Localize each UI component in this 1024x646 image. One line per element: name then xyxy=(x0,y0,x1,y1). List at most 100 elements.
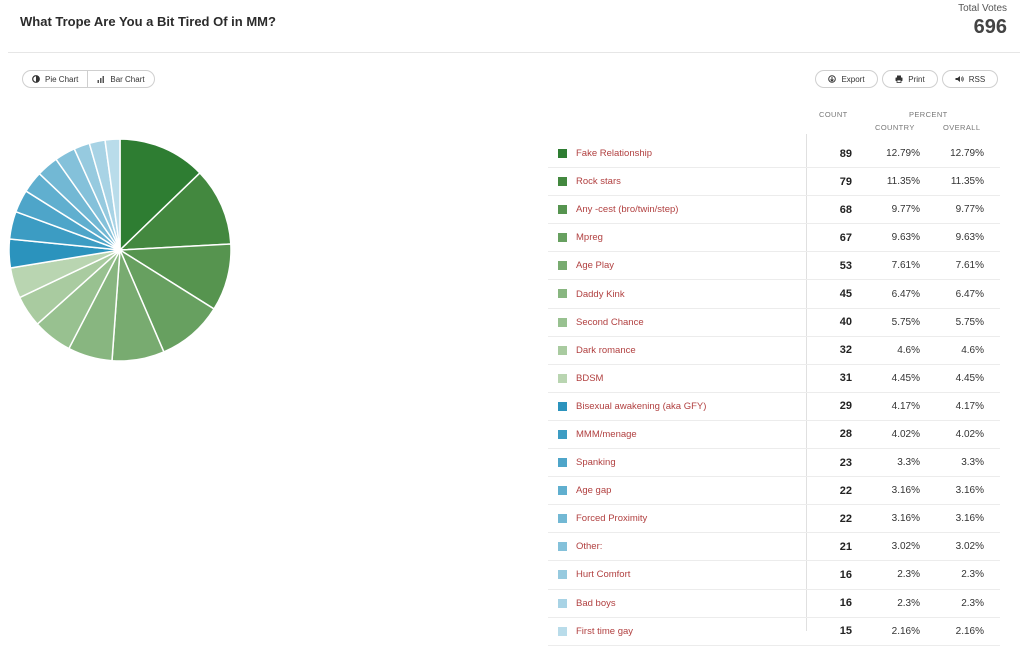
row-overall-percent: 12.79% xyxy=(950,148,984,160)
export-button[interactable]: Export xyxy=(815,70,878,88)
row-overall-percent: 4.45% xyxy=(955,372,984,384)
row-label: Other: xyxy=(576,541,603,553)
row-country-percent: 4.02% xyxy=(891,428,920,440)
row-country-percent: 4.45% xyxy=(891,372,920,384)
legend-swatch xyxy=(558,429,567,439)
legend-swatch xyxy=(558,514,567,524)
row-country-percent: 3.16% xyxy=(891,485,920,497)
table-row[interactable]: Bisexual awakening (aka GFY) 29 4.17% 4.17% xyxy=(548,393,1000,421)
row-country-percent: 3.02% xyxy=(891,541,920,553)
pie-slice[interactable] xyxy=(104,138,121,251)
row-count: 23 xyxy=(839,456,852,469)
rss-button[interactable]: RSS xyxy=(942,70,998,88)
legend-swatch xyxy=(558,598,567,608)
print-button[interactable]: Print xyxy=(882,70,938,88)
row-count: 22 xyxy=(839,512,852,525)
row-country-percent: 12.79% xyxy=(886,148,920,160)
table-row[interactable]: Mpreg 67 9.63% 9.63% xyxy=(548,224,1000,253)
table-row[interactable]: Age Play 53 7.61% 7.61% xyxy=(548,252,1000,281)
row-count: 28 xyxy=(839,428,852,441)
bar-chart-tab-label: Bar Chart xyxy=(110,74,145,84)
row-count: 53 xyxy=(839,259,852,272)
row-overall-percent: 2.3% xyxy=(961,569,984,581)
row-overall-percent: 9.77% xyxy=(955,204,984,216)
row-label: Bad boys xyxy=(576,597,616,609)
legend-swatch xyxy=(558,261,567,271)
percent-column-header: PERCENT xyxy=(909,110,948,119)
row-count: 40 xyxy=(839,316,852,329)
table-row[interactable]: MMM/menage 28 4.02% 4.02% xyxy=(548,421,1000,450)
row-label: MMM/menage xyxy=(576,428,637,440)
row-label: Bisexual awakening (aka GFY) xyxy=(576,400,707,412)
export-icon xyxy=(828,75,837,83)
row-label: Hurt Comfort xyxy=(576,569,631,581)
row-count: 79 xyxy=(839,175,852,188)
table-row[interactable]: Fake Relationship 89 12.79% 12.79% xyxy=(548,140,1000,169)
table-row[interactable]: First time gay 15 2.16% 2.16% xyxy=(548,618,1000,646)
print-button-label: Print xyxy=(908,74,925,84)
overall-column-header: OVERALL xyxy=(943,123,981,132)
row-label: Fake Relationship xyxy=(576,148,653,160)
rss-button-label: RSS xyxy=(968,74,986,84)
printer-icon xyxy=(895,75,903,83)
row-country-percent: 4.17% xyxy=(891,400,920,412)
row-country-percent: 7.61% xyxy=(891,260,920,272)
row-country-percent: 3.16% xyxy=(891,513,920,525)
row-country-percent: 5.75% xyxy=(891,316,920,328)
export-button-label: Export xyxy=(841,74,865,84)
legend-swatch xyxy=(558,458,567,468)
row-overall-percent: 3.16% xyxy=(955,485,984,497)
legend-swatch xyxy=(558,177,567,187)
legend-swatch xyxy=(558,345,567,355)
row-label: Spanking xyxy=(576,457,616,469)
row-count: 29 xyxy=(839,400,852,413)
row-label: Any -cest (bro/twin/step) xyxy=(576,204,679,216)
bar-chart-icon xyxy=(97,76,105,83)
legend-swatch xyxy=(558,289,567,299)
poll-title: What Trope Are You a Bit Tired Of in MM? xyxy=(20,14,276,29)
row-country-percent: 2.3% xyxy=(897,597,920,609)
count-column-header: COUNT xyxy=(819,110,848,119)
table-row[interactable]: Hurt Comfort 16 2.3% 2.3% xyxy=(548,561,1000,590)
count-column-divider xyxy=(806,134,807,631)
table-row[interactable]: BDSM 31 4.45% 4.45% xyxy=(548,365,1000,393)
row-label: Forced Proximity xyxy=(576,513,648,525)
chart-view-toggle: Pie Chart Bar Chart xyxy=(22,70,155,88)
table-row[interactable]: Age gap 22 3.16% 3.16% xyxy=(548,477,1000,506)
table-row[interactable]: Rock stars 79 11.35% 11.35% xyxy=(548,168,1000,197)
table-row[interactable]: Daddy Kink 45 6.47% 6.47% xyxy=(548,280,1000,309)
row-overall-percent: 5.75% xyxy=(955,316,984,328)
total-votes-label: Total Votes xyxy=(958,3,1007,14)
legend-swatch xyxy=(558,149,567,158)
table-row[interactable]: Second Chance 40 5.75% 5.75% xyxy=(548,309,1000,337)
legend-swatch xyxy=(558,401,567,411)
row-count: 32 xyxy=(839,344,852,357)
table-row[interactable]: Bad boys 16 2.3% 2.3% xyxy=(548,590,1000,618)
row-count: 22 xyxy=(839,484,852,497)
row-country-percent: 3.3% xyxy=(897,457,920,469)
table-row[interactable]: Other: 21 3.02% 3.02% xyxy=(548,533,1000,562)
row-overall-percent: 2.16% xyxy=(955,625,984,637)
row-count: 21 xyxy=(839,540,852,553)
pie-slice[interactable] xyxy=(119,138,201,252)
row-count: 16 xyxy=(839,568,852,581)
legend-swatch xyxy=(558,317,567,327)
row-count: 89 xyxy=(839,147,852,160)
bar-chart-tab[interactable]: Bar Chart xyxy=(87,71,153,87)
pie-chart-tab[interactable]: Pie Chart xyxy=(23,71,87,87)
table-row[interactable]: Spanking 23 3.3% 3.3% xyxy=(548,449,1000,478)
row-overall-percent: 4.02% xyxy=(955,428,984,440)
row-label: Daddy Kink xyxy=(576,288,625,300)
pie-chart-tab-label: Pie Chart xyxy=(45,74,79,84)
row-label: Dark romance xyxy=(576,344,636,356)
row-label: Mpreg xyxy=(576,232,603,244)
broadcast-icon xyxy=(955,76,964,82)
row-label: BDSM xyxy=(576,372,604,384)
table-row[interactable]: Any -cest (bro/twin/step) 68 9.77% 9.77% xyxy=(548,196,1000,225)
table-row[interactable]: Forced Proximity 22 3.16% 3.16% xyxy=(548,505,1000,534)
row-overall-percent: 2.3% xyxy=(961,597,984,609)
pie-chart xyxy=(8,138,232,362)
header-divider xyxy=(8,52,1020,53)
pie-slice[interactable] xyxy=(118,171,232,251)
table-row[interactable]: Dark romance 32 4.6% 4.6% xyxy=(548,337,1000,365)
